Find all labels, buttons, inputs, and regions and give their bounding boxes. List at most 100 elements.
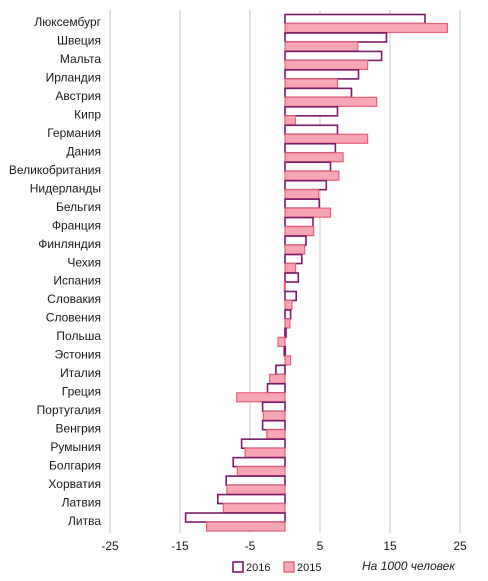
bar-2015 xyxy=(284,299,293,311)
legend-swatch-2015 xyxy=(283,561,295,573)
bar-2015 xyxy=(284,78,339,89)
bar-2016 xyxy=(284,235,307,246)
bar-2016 xyxy=(284,327,287,339)
bar-2015 xyxy=(262,410,286,421)
bar-2016 xyxy=(284,50,383,62)
bar-2016 xyxy=(284,69,360,80)
legend: 2016 2015 xyxy=(232,561,321,574)
x-tick-label: -15 xyxy=(171,539,189,553)
bar-2015 xyxy=(284,226,315,237)
bar-2016 xyxy=(284,253,303,265)
category-label: Румыния xyxy=(50,440,101,454)
bar-2016 xyxy=(283,346,287,357)
bar-2015 xyxy=(284,189,320,200)
category-label: Италия xyxy=(60,366,101,380)
x-tick-labels: -25 -15 -5 5 15 25 xyxy=(101,539,467,553)
category-label: Польша xyxy=(56,329,101,343)
category-label: Португалия xyxy=(37,403,101,417)
bar-2016 xyxy=(284,179,328,191)
category-label: Германия xyxy=(47,126,101,140)
category-label: Швеция xyxy=(57,34,101,48)
bar-2016 xyxy=(284,124,339,136)
bar-2015 xyxy=(236,392,286,403)
category-label: Ирландия xyxy=(46,71,101,85)
category-labels: Люксембург Швеция Мальта Ирландия Австрия Кип… xyxy=(9,15,102,528)
bar-2016 xyxy=(284,198,321,209)
category-label: Словения xyxy=(46,311,101,325)
category-label: Франция xyxy=(52,218,101,232)
bar-2015 xyxy=(283,281,286,292)
bar-2016 xyxy=(240,438,286,449)
bar-2015 xyxy=(277,336,286,347)
bar-2015 xyxy=(284,59,369,71)
bar-2015 xyxy=(284,22,448,34)
category-label: Литва xyxy=(68,514,101,528)
category-label: Хорватия xyxy=(48,477,101,491)
legend-swatch-2016 xyxy=(232,561,244,573)
bar-2016 xyxy=(261,419,286,431)
bars xyxy=(184,13,448,532)
legend-label-2015: 2015 xyxy=(297,562,321,574)
legend-label-2016: 2016 xyxy=(246,562,270,574)
category-label: Мальта xyxy=(60,52,101,66)
bar-2016 xyxy=(284,87,353,99)
bar-2015 xyxy=(284,355,292,366)
bar-2016 xyxy=(284,272,300,283)
bar-2015 xyxy=(284,262,297,274)
category-label: Эстония xyxy=(55,348,102,362)
category-label: Венгрия xyxy=(55,421,101,435)
category-label: Финляндия xyxy=(38,237,101,251)
category-label: Испания xyxy=(53,274,101,288)
x-tick-label: -25 xyxy=(101,539,119,553)
bar-2015 xyxy=(226,484,286,495)
bar-2015 xyxy=(284,41,359,52)
bar-2016 xyxy=(284,142,337,154)
category-label: Греция xyxy=(62,385,101,399)
x-tick-label: 25 xyxy=(453,539,467,553)
category-label: Чехия xyxy=(67,255,101,269)
bar-2015 xyxy=(222,502,286,514)
bar-2016 xyxy=(275,364,286,376)
bar-2016 xyxy=(284,309,292,320)
bar-2015 xyxy=(244,447,286,458)
category-label: Австрия xyxy=(55,89,101,103)
bar-2015 xyxy=(284,152,344,163)
bar-2016 xyxy=(261,401,286,413)
category-label: Латвия xyxy=(62,495,101,509)
category-label: Болгария xyxy=(49,458,101,472)
bar-2016 xyxy=(284,216,314,228)
bar-2015 xyxy=(284,244,306,255)
bar-2015 xyxy=(284,318,291,329)
category-label: Нидерланды xyxy=(30,181,101,195)
bar-2016 xyxy=(217,493,286,505)
category-label: Кипр xyxy=(74,108,101,122)
bar-2015 xyxy=(269,373,286,384)
category-label: Люксембург xyxy=(34,15,101,29)
bar-2015 xyxy=(284,96,378,107)
category-label: Словакия xyxy=(47,292,101,306)
bar-2016 xyxy=(284,106,339,117)
bar-2015 xyxy=(284,133,369,144)
bar-2015 xyxy=(266,429,286,440)
bar-2016 xyxy=(184,512,286,523)
bar-2015 xyxy=(284,115,297,126)
bar-2016 xyxy=(284,13,426,25)
bar-2016 xyxy=(284,32,388,43)
x-tick-label: -5 xyxy=(245,539,256,553)
bar-2016 xyxy=(232,456,286,468)
x-tick-label: 15 xyxy=(383,539,397,553)
category-label: Дания xyxy=(66,144,101,158)
x-tick-label: 5 xyxy=(317,539,324,553)
bar-2016 xyxy=(284,161,332,173)
unit-label: На 1000 человек xyxy=(362,559,456,573)
bar-2016 xyxy=(266,382,286,394)
category-label: Бельгия xyxy=(56,200,101,214)
bar-2015 xyxy=(284,170,340,181)
category-label: Великобритания xyxy=(9,163,101,177)
bar-2015 xyxy=(206,521,286,532)
bar-2015 xyxy=(236,466,286,477)
bar-2016 xyxy=(225,475,286,486)
bar-2016 xyxy=(284,290,297,302)
bar-2015 xyxy=(284,207,332,218)
